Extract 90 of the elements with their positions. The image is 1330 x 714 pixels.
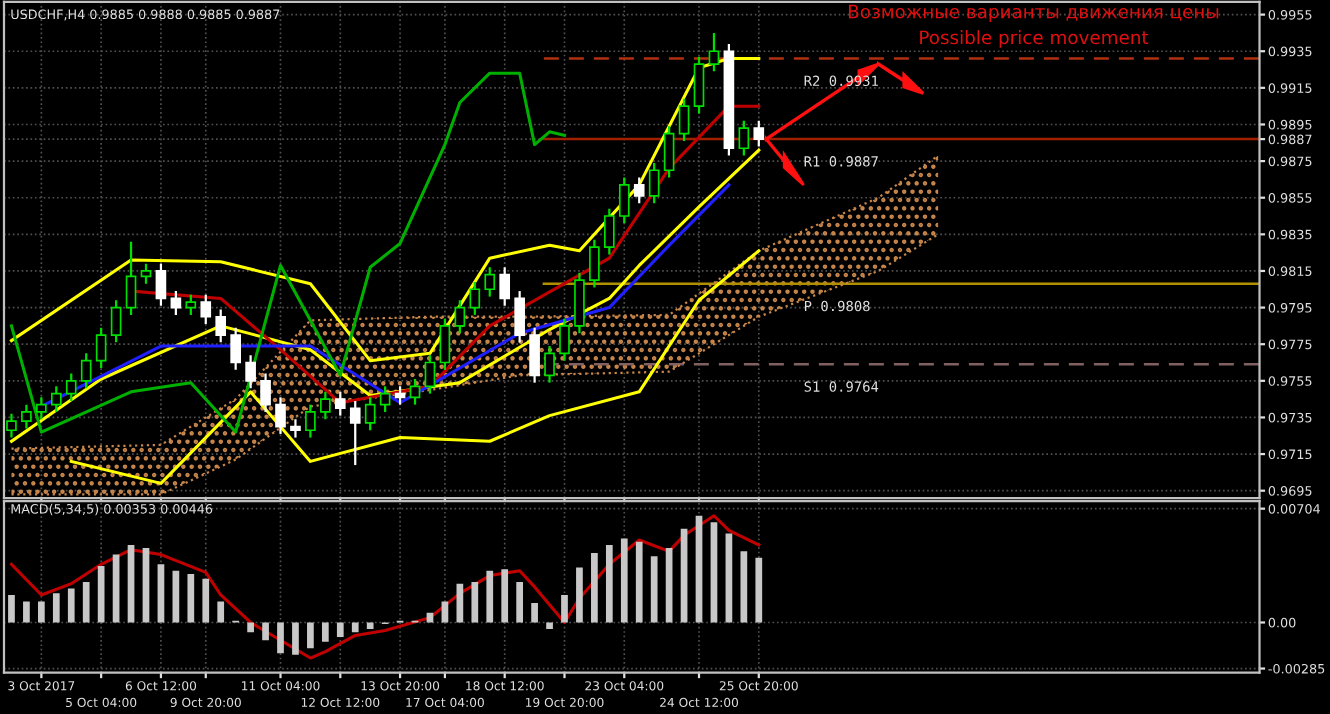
bar: [546, 622, 553, 629]
candlestick: [394, 385, 406, 406]
bar: [501, 569, 509, 623]
candlestick: [618, 176, 630, 225]
candlestick: [693, 55, 705, 115]
bar: [620, 538, 628, 623]
bar: [471, 582, 479, 623]
bar: [247, 622, 254, 633]
candlestick: [589, 238, 600, 289]
candlestick: [95, 326, 107, 370]
bar: [307, 622, 314, 649]
candlestick: [514, 289, 525, 344]
candlestick: [140, 262, 152, 285]
candlestick: [110, 299, 122, 344]
line-series: [9, 148, 761, 443]
annotation: Possible price movement: [920, 30, 1149, 48]
bar: [650, 556, 658, 623]
bar: [187, 573, 195, 623]
line-series: [10, 233, 940, 496]
candlestick: [80, 352, 92, 390]
candlestick: [215, 308, 227, 344]
candlestick: [50, 385, 62, 414]
line-series: [9, 57, 761, 363]
candlestick: [544, 344, 555, 384]
annotation: Возможные варианты движения цены: [849, 4, 1219, 23]
candlestick: [200, 293, 212, 326]
candlestick: [305, 403, 316, 439]
bar: [277, 622, 284, 654]
candlestick: [364, 396, 376, 432]
bar: [321, 622, 329, 642]
candlestick: [663, 125, 675, 179]
candlestick: [409, 377, 421, 406]
bar: [82, 582, 90, 623]
candlestick: [125, 240, 137, 317]
bar: [576, 567, 583, 623]
candlestick: [559, 317, 570, 362]
bar: [292, 622, 299, 655]
candlestick: [738, 119, 750, 157]
candlestick: [454, 299, 466, 335]
candlestick: [334, 390, 346, 417]
candlestick: [6, 412, 17, 439]
bar: [37, 601, 45, 623]
bar: [202, 578, 210, 623]
candlestick: [648, 161, 660, 205]
bar: [217, 601, 225, 623]
candlestick: [678, 97, 690, 143]
bar: [366, 622, 374, 629]
candlestick: [349, 399, 361, 467]
candlestick: [260, 372, 271, 414]
bar: [486, 570, 494, 623]
candlestick: [424, 354, 436, 395]
candlestick: [633, 176, 645, 205]
bar: [262, 622, 269, 641]
bar: [531, 603, 538, 623]
bar: [52, 593, 60, 623]
bar: [67, 588, 75, 623]
bar: [591, 552, 598, 623]
line-series: [9, 71, 567, 434]
candlestick: [484, 266, 496, 298]
candlestick: [21, 403, 32, 430]
candlestick: [155, 262, 167, 307]
bar: [635, 541, 643, 623]
candlestick: [604, 207, 615, 256]
candlestick: [708, 31, 720, 73]
bar: [23, 601, 30, 623]
bar: [516, 582, 524, 623]
candlestick: [529, 326, 540, 384]
bar: [97, 565, 105, 623]
bar: [561, 594, 568, 623]
candlestick: [245, 354, 256, 390]
bar: [336, 622, 344, 638]
candlestick: [753, 119, 765, 148]
bar: [351, 622, 359, 633]
line-series: [9, 514, 761, 660]
candlestick: [275, 396, 286, 436]
candlestick: [290, 418, 301, 439]
candlestick: [574, 271, 585, 335]
candlestick: [185, 293, 197, 317]
candlestick: [36, 396, 47, 421]
candlestick: [379, 385, 391, 414]
candlestick: [320, 390, 331, 421]
candlestick: [499, 266, 511, 307]
line-series: [69, 249, 761, 485]
bar: [755, 557, 763, 623]
candlestick: [439, 317, 451, 371]
candlestick: [469, 280, 481, 317]
candlestick: [230, 326, 241, 371]
bar: [740, 551, 748, 623]
bar: [605, 544, 613, 623]
candlestick: [65, 372, 77, 403]
